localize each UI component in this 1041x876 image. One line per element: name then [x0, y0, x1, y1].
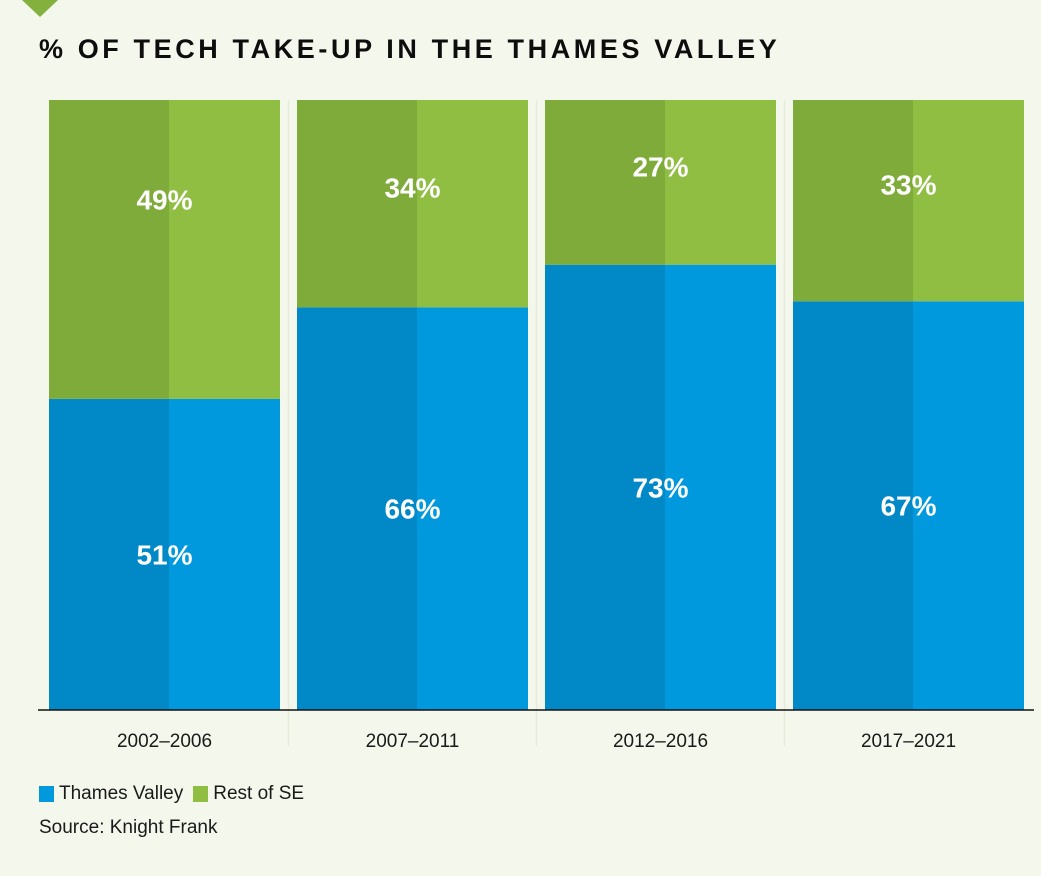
bar-segment-fill	[417, 100, 528, 308]
x-tick-label: 2017–2021	[861, 731, 956, 752]
bar-segment-fill	[913, 100, 1024, 302]
bar-segment-shade	[49, 398, 169, 710]
bars	[49, 100, 1024, 710]
bar-segment-shade	[793, 100, 913, 302]
bar-segment-thames-valley	[545, 264, 776, 710]
bar-segment-rest-of-se	[793, 100, 1024, 302]
bar-segment-shade	[49, 100, 169, 399]
value-label-thames-valley: 66%	[384, 494, 440, 525]
legend: Thames Valley Rest of SE	[39, 783, 314, 805]
value-labels: 51% 49% 66% 34% 73% 27% 67% 33%	[136, 151, 936, 570]
bar-segment-shade	[793, 301, 913, 710]
bar-segment-shade	[297, 307, 417, 710]
x-tick-labels: 2002–2006 2007–2011 2012–2016 2017–2021	[117, 731, 956, 752]
x-tick-label: 2007–2011	[366, 731, 460, 752]
value-label-rest-of-se: 34%	[384, 173, 440, 204]
bar-segment-fill	[665, 100, 776, 265]
bar-separators	[287, 100, 786, 746]
bar-segment-fill	[665, 264, 776, 710]
bar-segment-fill	[169, 398, 280, 710]
value-label-thames-valley: 51%	[136, 539, 192, 570]
legend-item-rest-of-se: Rest of SE	[193, 783, 304, 805]
bar-segment-rest-of-se	[545, 100, 776, 265]
legend-item-thames-valley: Thames Valley	[39, 783, 183, 805]
legend-swatch-thames-valley	[39, 786, 54, 802]
x-tick-label: 2012–2016	[613, 731, 708, 752]
bar-segment-thames-valley	[793, 301, 1024, 710]
x-tick-label: 2002–2006	[117, 731, 212, 752]
bar-segment-shade	[545, 100, 665, 265]
bar-segment-rest-of-se	[297, 100, 528, 308]
bar-segment-shade	[545, 264, 665, 710]
bar-segment-rest-of-se	[49, 100, 280, 399]
legend-swatch-rest-of-se	[193, 786, 209, 802]
bar-segment-shade	[297, 100, 417, 308]
value-label-thames-valley: 67%	[880, 491, 936, 522]
value-label-thames-valley: 73%	[632, 472, 688, 503]
bar-segment-fill	[417, 307, 528, 710]
bar-segment-fill	[913, 301, 1024, 710]
chart-title: % OF TECH TAKE-UP IN THE THAMES VALLEY	[39, 34, 781, 64]
legend-label-rest-of-se: Rest of SE	[213, 783, 305, 804]
section-marker-triangle	[22, 0, 58, 17]
bar-segment-thames-valley	[297, 307, 528, 710]
source-note: Source: Knight Frank	[39, 817, 218, 838]
bar-segment-thames-valley	[49, 398, 280, 710]
bar-segment-fill	[169, 100, 280, 399]
value-label-rest-of-se: 27%	[632, 151, 688, 182]
value-label-rest-of-se: 33%	[880, 170, 936, 201]
value-label-rest-of-se: 49%	[136, 184, 192, 215]
legend-label-thames-valley: Thames Valley	[59, 783, 184, 804]
